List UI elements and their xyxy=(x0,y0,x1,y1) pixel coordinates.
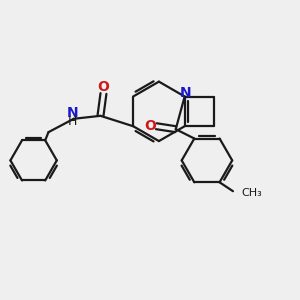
Text: O: O xyxy=(98,80,110,94)
Text: CH₃: CH₃ xyxy=(241,188,262,198)
Text: N: N xyxy=(66,106,78,120)
Text: O: O xyxy=(144,119,156,133)
Text: H: H xyxy=(68,115,77,128)
Text: N: N xyxy=(180,86,191,100)
